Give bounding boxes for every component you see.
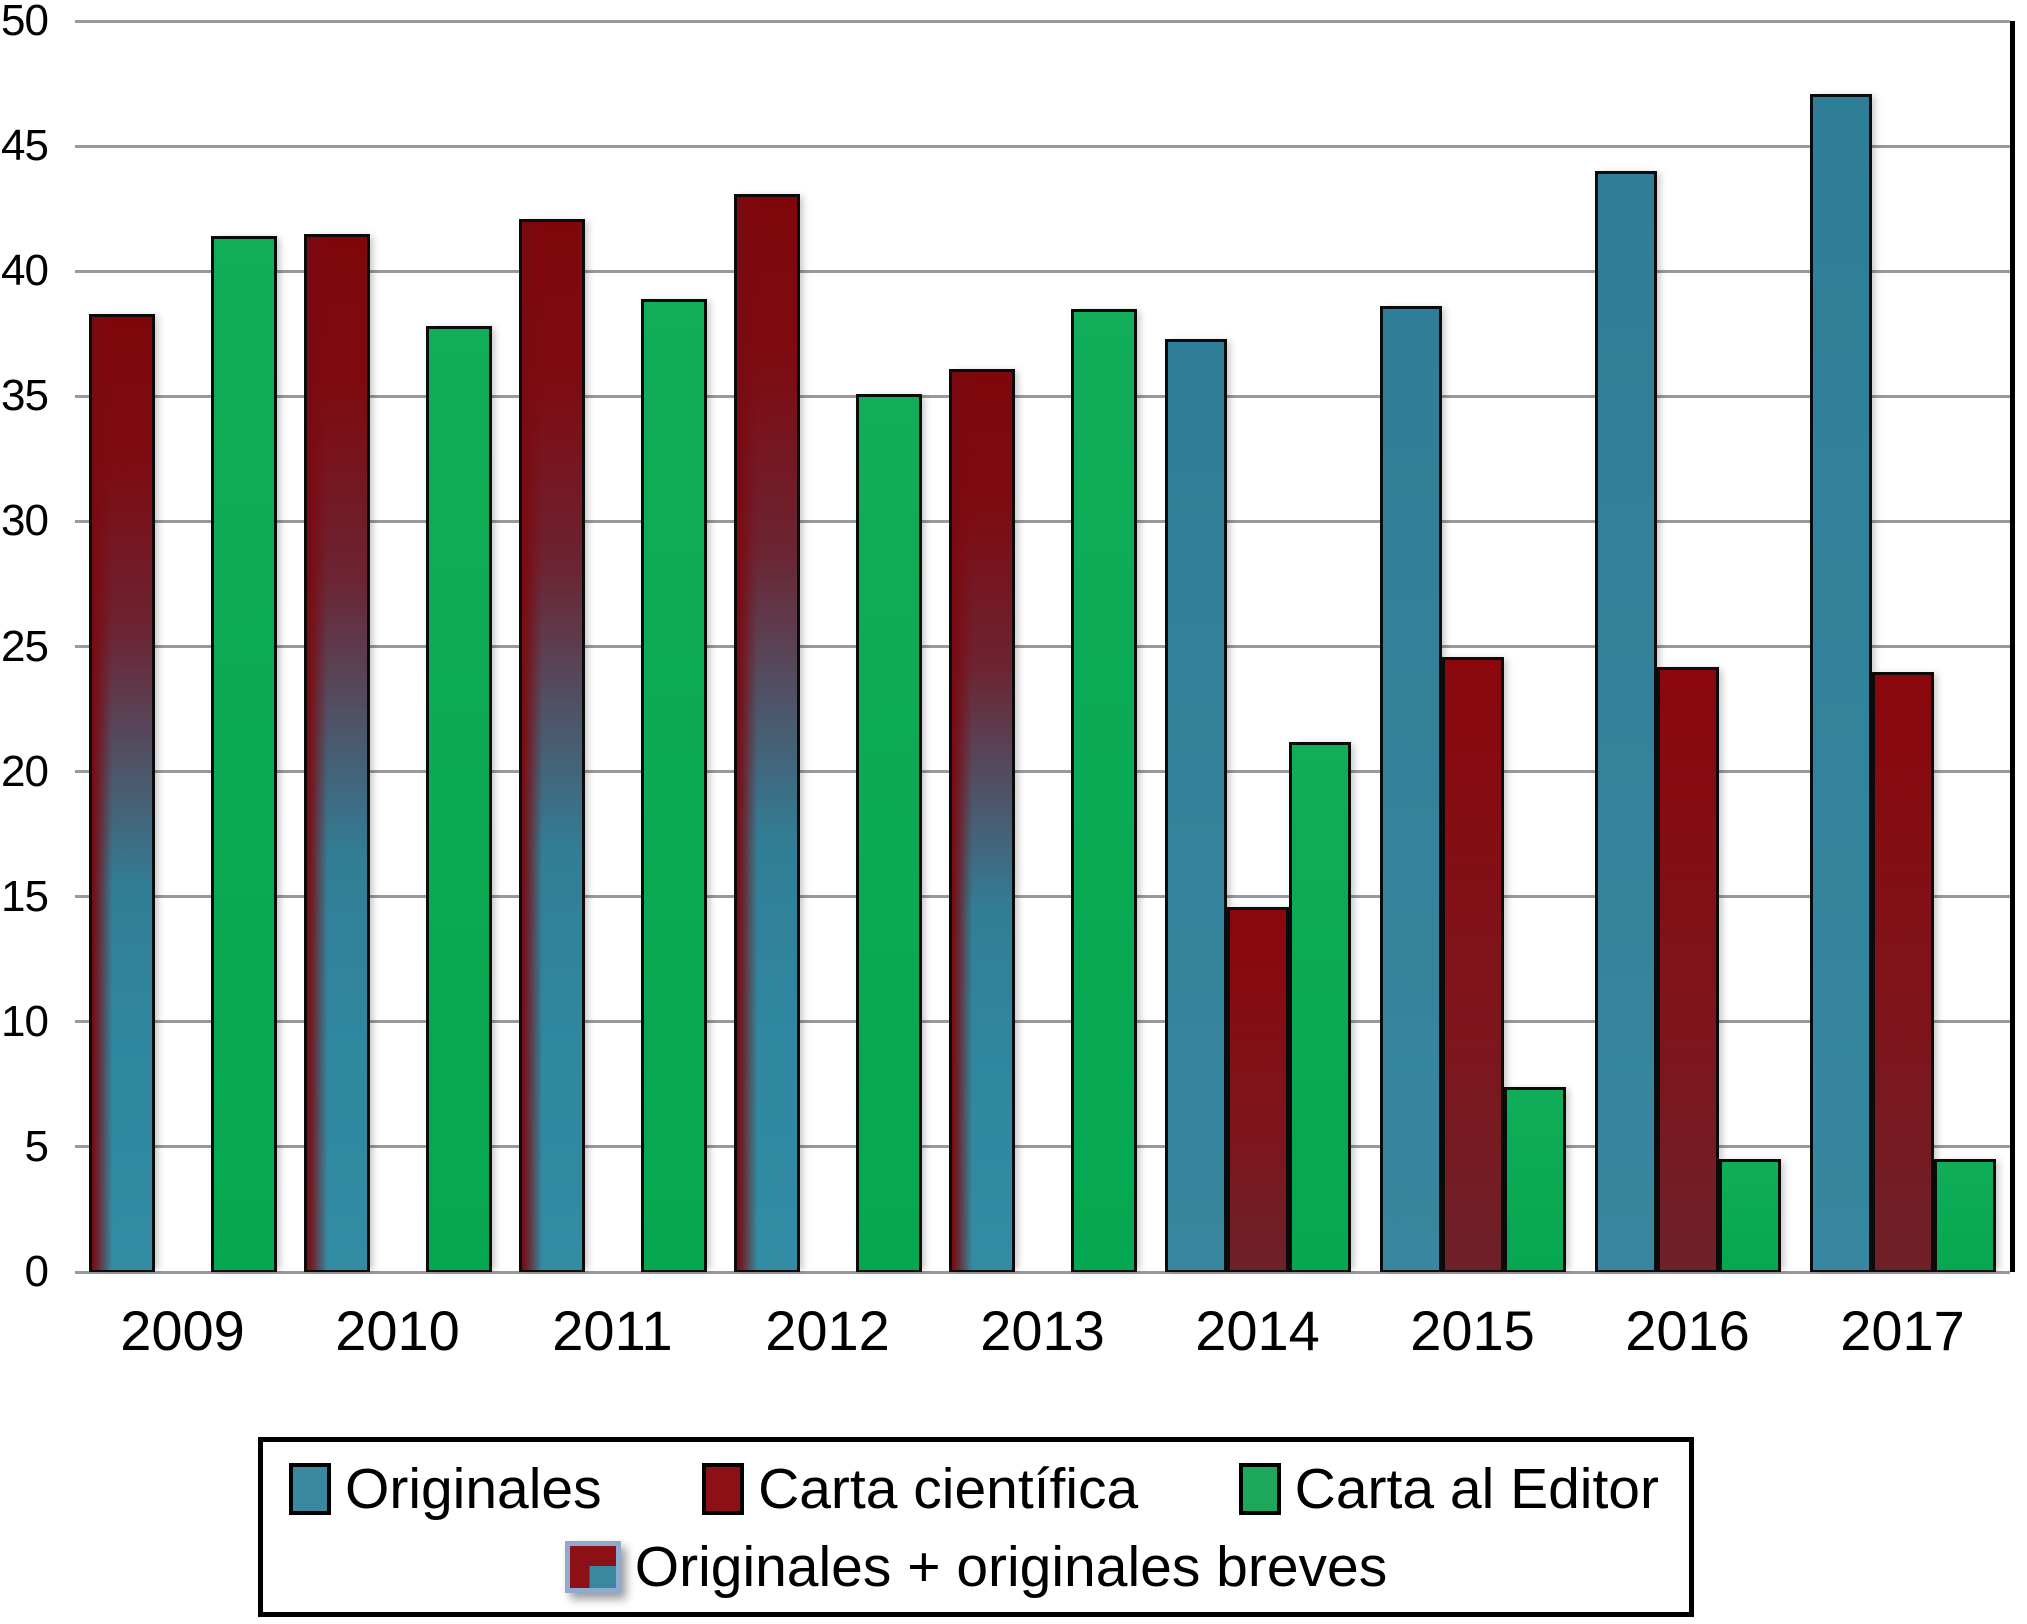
y-tick-label: 20 (1, 746, 49, 796)
bar-group (75, 21, 290, 1272)
legend-swatch-editor-icon (1238, 1462, 1281, 1515)
y-tick-label: 45 (1, 121, 49, 171)
legend-label: Originales + originales breves (634, 1534, 1388, 1599)
bar-carta (1226, 907, 1289, 1272)
legend-label: Carta científica (758, 1456, 1139, 1521)
bar-carta (1871, 672, 1934, 1272)
bar-group (505, 21, 720, 1272)
y-tick-label: 10 (1, 996, 49, 1046)
y-tick-label: 15 (1, 871, 49, 921)
bar-mixed (948, 369, 1015, 1272)
legend-swatch-originales-icon (289, 1462, 331, 1515)
legend: Originales Carta científica Carta al Edito… (258, 1437, 1694, 1617)
bar-group (935, 21, 1150, 1272)
y-tick-label: 50 (1, 0, 49, 45)
bar-editor (1288, 742, 1351, 1272)
x-tick-label: 2009 (120, 1299, 245, 1362)
bar-editor (640, 299, 707, 1272)
y-axis: 0 5 10 15 20 25 30 35 40 45 50 (0, 0, 49, 1624)
bar-group (1365, 21, 1580, 1272)
bar-editor (1070, 309, 1137, 1272)
legend-item: Carta al Editor (1238, 1456, 1659, 1522)
bar-originales (1164, 339, 1227, 1272)
bar-editor (855, 394, 922, 1272)
bar-group (1795, 21, 2010, 1272)
bar-mixed (518, 219, 585, 1272)
gridline (75, 645, 2010, 648)
y-tick-label: 0 (24, 1247, 49, 1296)
gridline (75, 19, 2010, 23)
gridline (75, 519, 2010, 523)
bar-group (720, 21, 935, 1272)
x-tick-label: 2017 (1840, 1299, 1965, 1362)
legend-label: Carta al Editor (1294, 1456, 1659, 1521)
legend-item: Originales + originales breves (564, 1534, 1388, 1600)
bar-editor (425, 326, 492, 1272)
bar-originales (1594, 171, 1657, 1272)
bar-mixed (303, 234, 370, 1272)
bar-editor (210, 236, 277, 1272)
bar-editor (1503, 1087, 1566, 1272)
gridline (75, 770, 2010, 774)
bar-carta (1656, 667, 1719, 1272)
bar-carta (1441, 657, 1504, 1272)
gridline (75, 269, 2010, 273)
gridline (75, 1145, 2010, 1149)
y-tick-label: 5 (24, 1121, 49, 1171)
x-tick-label: 2015 (1410, 1299, 1535, 1362)
plot-area (75, 19, 2015, 1274)
bar-mixed (88, 314, 155, 1272)
x-tick-label: 2013 (980, 1299, 1105, 1362)
x-tick-label: 2010 (335, 1299, 460, 1362)
legend-label: Originales (345, 1456, 602, 1521)
x-tick-label: 2012 (765, 1299, 890, 1362)
x-axis: 2009 2010 2011 2012 2013 2014 2015 2016 2017 (75, 1298, 2010, 1363)
legend-row-2: Originales + originales breves (263, 1530, 1689, 1612)
x-tick-label: 2011 (552, 1299, 673, 1362)
gridline (75, 1020, 2010, 1024)
y-tick-label: 30 (1, 496, 49, 546)
legend-row-1: Originales Carta científica Carta al Edito… (263, 1442, 1689, 1530)
legend-item: Originales (289, 1456, 602, 1522)
bar-editor (1933, 1159, 1996, 1272)
gridline (75, 1270, 2010, 1274)
x-tick-label: 2014 (1195, 1299, 1320, 1362)
legend-swatch-carta-icon (702, 1462, 745, 1515)
bar-group (1580, 21, 1795, 1272)
bar-mixed (733, 194, 800, 1272)
legend-item: Carta científica (702, 1456, 1138, 1522)
bar-originales (1379, 306, 1442, 1272)
y-tick-label: 25 (1, 621, 49, 671)
bar-group (290, 21, 505, 1272)
bar-originales (1809, 94, 1872, 1272)
bar-group (1150, 21, 1365, 1272)
x-tick-label: 2016 (1625, 1299, 1750, 1362)
gridline (75, 394, 2010, 398)
legend-swatch-mixed-icon (564, 1540, 621, 1593)
bar-editor (1718, 1159, 1781, 1272)
y-tick-label: 35 (1, 371, 49, 421)
gridline (75, 144, 2010, 148)
y-tick-label: 40 (1, 246, 49, 296)
gridline (75, 895, 2010, 899)
